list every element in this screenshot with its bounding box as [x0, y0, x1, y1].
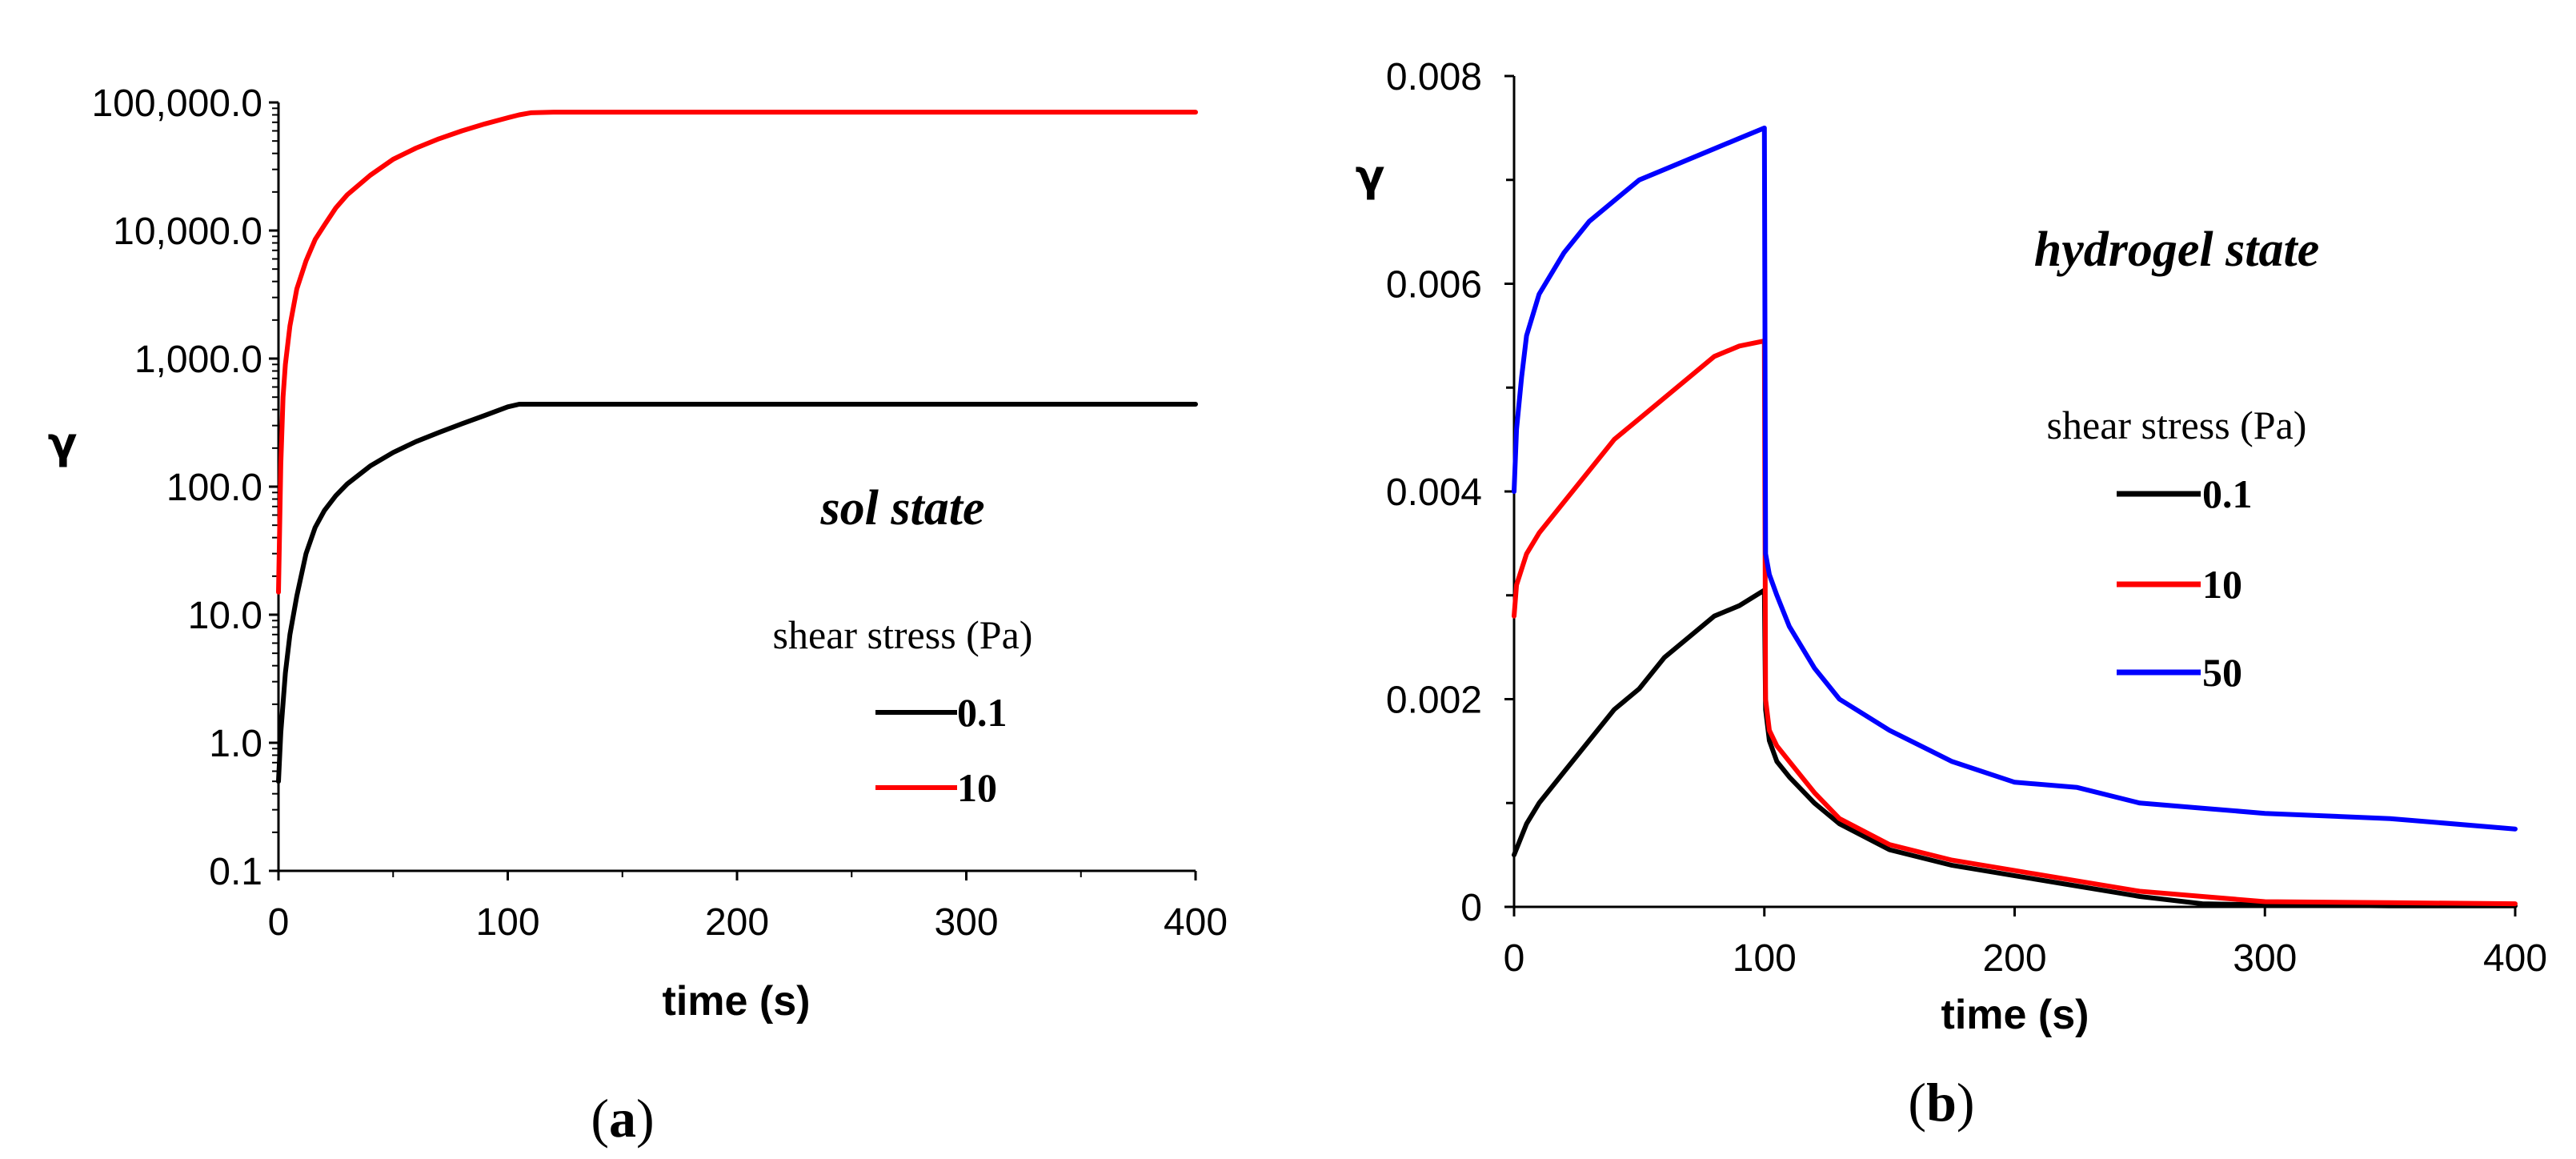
panel-b-legend-label-0.1: 0.1 [2202, 471, 2253, 516]
panel-b-state-label: hydrogel state [2034, 223, 2319, 277]
panel-a-x-tick-label: 400 [1164, 901, 1228, 944]
panel-b-x-tick-labels: 0 100 200 300 400 [1504, 937, 2547, 980]
panel-b-x-axis-title: time (s) [1941, 992, 2089, 1038]
panel-b-legend-title: shear stress (Pa) [2047, 403, 2307, 447]
panel-a-legend-label-10: 10 [957, 765, 997, 810]
panel-b-series-10-line [1512, 338, 2518, 907]
panel-a-y-tick-label: 10,000.0 [113, 211, 262, 253]
panel-a-x-tick-label: 200 [705, 901, 769, 944]
panel-b-chart: 0 0.002 0.004 0.006 0.008 0 100 200 300 … [1356, 56, 2547, 1133]
panel-a-legend-title: shear stress (Pa) [773, 612, 1033, 657]
panel-b-y-tick-label: 0.006 [1386, 264, 1482, 307]
panel-b-y-tick-label: 0.008 [1386, 56, 1482, 98]
panel-a-legend: shear stress (Pa) 0.1 10 [773, 612, 1033, 810]
panel-b-major-ticks [1504, 74, 2517, 916]
panel-a-y-tick-labels: 0.1 1.0 10.0 100.0 1,000.0 10,000.0 100,… [91, 82, 262, 893]
panel-b-x-tick-label: 100 [1733, 937, 1797, 980]
panel-a-caption-open: ( [591, 1088, 609, 1149]
panel-a-caption-close: ) [636, 1088, 655, 1149]
panel-a-chart: 0.1 1.0 10.0 100.0 1,000.0 10,000.0 100,… [48, 82, 1228, 1149]
panel-a-x-tick-labels: 0 100 200 300 400 [268, 901, 1228, 944]
panel-a-series-0.1-line [276, 402, 1198, 784]
panel-a-y-tick-label: 0.1 [209, 851, 262, 893]
panel-b-x-tick-label: 300 [2233, 937, 2297, 980]
panel-a-axes [277, 102, 1196, 872]
panel-b-caption-letter: b [1926, 1072, 1957, 1133]
panel-a-x-tick-label: 300 [934, 901, 998, 944]
panel-a-caption: (a) [591, 1088, 654, 1149]
panel-b-y-tick-label: 0.002 [1386, 680, 1482, 722]
panel-b-legend-label-50: 50 [2202, 650, 2242, 695]
panel-b-x-tick-label: 400 [2483, 937, 2547, 980]
panel-a-y-tick-label: 100,000.0 [91, 82, 262, 125]
panel-a-y-tick-label: 1.0 [209, 723, 262, 765]
panel-b-caption-open: ( [1908, 1072, 1926, 1133]
panel-a-x-tick-label: 0 [268, 901, 290, 944]
panel-b-legend: shear stress (Pa) 0.1 10 50 [2047, 403, 2307, 695]
panel-a-x-axis-title: time (s) [663, 978, 811, 1025]
panel-b-y-tick-labels: 0 0.002 0.004 0.006 0.008 [1386, 56, 1482, 929]
panel-a-state-label: sol state [820, 481, 985, 535]
panel-a-major-ticks [269, 101, 1197, 880]
panel-b-series-0.1-line [1512, 588, 2518, 908]
panel-b-x-tick-label: 0 [1504, 937, 1525, 980]
panel-a-legend-label-0.1: 0.1 [957, 690, 1008, 735]
panel-a-minor-ticks [272, 107, 1082, 877]
panel-a-y-tick-label: 10.0 [188, 595, 262, 637]
panel-a-y-tick-label: 1,000.0 [134, 339, 262, 381]
panel-b-y-tick-label: 0 [1460, 887, 1482, 929]
panel-a-series-10-line [276, 110, 1198, 595]
panel-a-y-axis-title: γ [48, 418, 78, 468]
panel-b-legend-label-10: 10 [2202, 562, 2242, 607]
panel-b-x-tick-label: 200 [1982, 937, 2046, 980]
panel-b-series-50-line [1512, 125, 2518, 832]
panel-a-y-tick-label: 100.0 [166, 467, 262, 509]
panel-b-caption: (b) [1908, 1072, 1974, 1133]
panel-b-caption-close: ) [1957, 1072, 1975, 1133]
panel-b-y-axis-title: γ [1356, 150, 1385, 201]
panel-a-x-tick-label: 100 [475, 901, 539, 944]
panel-a-caption-letter: a [609, 1088, 636, 1149]
panel-b-y-tick-label: 0.004 [1386, 471, 1482, 514]
